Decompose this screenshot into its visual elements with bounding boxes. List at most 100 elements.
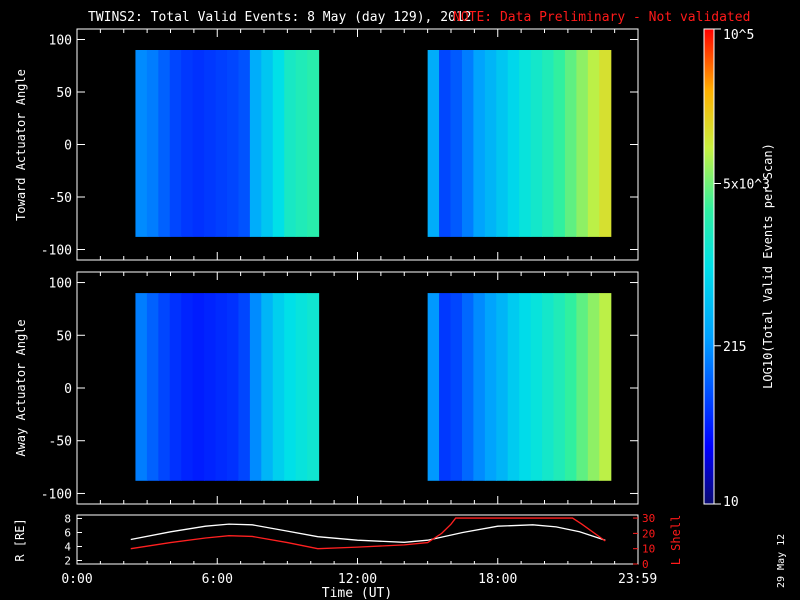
away-heatmap-cell: [238, 293, 251, 481]
away-ytick-label: 0: [64, 382, 72, 397]
colorbar-tick-label: 215: [723, 340, 746, 355]
away-angle-panel: 100 50 0 -50 -100 Away Actuator Angle: [14, 271, 639, 505]
toward-heatmap-cell: [215, 50, 228, 237]
toward-heatmap-cell: [587, 50, 600, 237]
away-heatmap-cell: [450, 293, 463, 481]
toward-heatmap-cell: [307, 50, 320, 237]
toward-heatmap-cell: [553, 50, 566, 237]
r-tick-label: 8: [64, 513, 71, 526]
away-ytick-label: -50: [49, 435, 72, 450]
plot-title: TWINS2: Total Valid Events: 8 May (day 1…: [88, 10, 472, 25]
toward-heatmap-cell: [249, 50, 262, 237]
away-heatmap-blocks: [135, 293, 612, 481]
toward-heatmap-cell: [461, 50, 474, 237]
away-heatmap-cell: [576, 293, 589, 481]
away-ylabel: Away Actuator Angle: [14, 319, 28, 456]
toward-heatmap-cell: [599, 50, 612, 237]
toward-heatmap-cell: [507, 50, 520, 237]
away-heatmap-cell: [284, 293, 297, 481]
toward-ytick-label: 100: [49, 34, 72, 49]
toward-heatmap-cell: [146, 50, 159, 237]
r-series-line: [130, 523, 606, 543]
r-tick-label: 4: [64, 541, 71, 554]
away-heatmap-cell: [295, 293, 308, 481]
lshell-series-line: [130, 517, 606, 550]
colorbar-label: LOG10(Total Valid Events per Scan): [761, 143, 775, 389]
away-heatmap-cell: [507, 293, 520, 481]
toward-heatmap-cell: [473, 50, 486, 237]
lshell-tick-label: 20: [642, 527, 655, 540]
toward-heatmap-cell: [519, 50, 532, 237]
time-tick-label: 18:00: [478, 572, 517, 587]
colorbar-tick-label: 10^5: [723, 28, 754, 43]
toward-ytick-label: -100: [41, 244, 72, 259]
away-heatmap-cell: [587, 293, 600, 481]
toward-heatmap-cell: [238, 50, 251, 237]
toward-heatmap-cell: [542, 50, 555, 237]
away-heatmap-cell: [158, 293, 171, 481]
lshell-tick-label: 0: [642, 558, 649, 571]
away-ytick-label: 50: [56, 329, 72, 344]
toward-heatmap-blocks: [135, 50, 612, 237]
toward-ytick-label: 0: [64, 139, 72, 154]
time-tick-label: 6:00: [202, 572, 233, 587]
toward-heatmap-cell: [450, 50, 463, 237]
away-heatmap-cell: [169, 293, 182, 481]
r-ylabel: R [RE]: [13, 518, 27, 561]
colorbar: 10 215 5x10^3 10^5 LOG10(Total Valid Events…: [703, 28, 775, 510]
away-heatmap-cell: [439, 293, 452, 481]
away-heatmap-cell: [427, 293, 440, 481]
lshell-ylabel: L Shell: [669, 515, 683, 566]
away-ytick-label: -100: [41, 487, 72, 502]
away-heatmap-cell: [461, 293, 474, 481]
away-heatmap-cell: [519, 293, 532, 481]
toward-ytick-label: 50: [56, 86, 72, 101]
away-heatmap-cell: [215, 293, 228, 481]
away-heatmap-cell: [542, 293, 555, 481]
away-heatmap-cell: [496, 293, 509, 481]
away-heatmap-cell: [261, 293, 274, 481]
away-y-ticks: 100 50 0 -50 -100: [41, 272, 639, 504]
away-heatmap-cell: [564, 293, 577, 481]
toward-heatmap-cell: [576, 50, 589, 237]
away-heatmap-cell: [272, 293, 285, 481]
colorbar-gradient: [704, 29, 714, 504]
time-tick-label: 12:00: [338, 572, 377, 587]
toward-heatmap-cell: [272, 50, 285, 237]
lshell-tick-label: 30: [642, 512, 655, 525]
toward-heatmap-cell: [135, 50, 148, 237]
toward-heatmap-cell: [204, 50, 217, 237]
toward-heatmap-cell: [496, 50, 509, 237]
orbit-lines: [130, 517, 606, 550]
toward-y-ticks: 100 50 0 -50 -100: [41, 29, 639, 260]
toward-heatmap-cell: [158, 50, 171, 237]
away-heatmap-cell: [146, 293, 159, 481]
away-heatmap-cell: [249, 293, 262, 481]
toward-heatmap-cell: [192, 50, 205, 237]
toward-heatmap-cell: [439, 50, 452, 237]
toward-heatmap-cell: [530, 50, 543, 237]
toward-heatmap-cell: [169, 50, 182, 237]
preliminary-note: NOTE: Data Preliminary - Not validated: [453, 10, 750, 25]
away-heatmap-cell: [307, 293, 320, 481]
toward-heatmap-cell: [284, 50, 297, 237]
time-axis-ticks: 0:00 6:00 12:00 18:00 23:59: [61, 558, 657, 587]
colorbar-tick-label: 5x10^3: [723, 177, 770, 192]
r-tick-label: 2: [64, 555, 71, 568]
toward-ylabel: Toward Actuator Angle: [14, 69, 28, 221]
toward-heatmap-cell: [484, 50, 497, 237]
time-tick-label: 23:59: [618, 572, 657, 587]
colorbar-tick-label: 10: [723, 495, 739, 510]
away-heatmap-cell: [484, 293, 497, 481]
away-ytick-label: 100: [49, 277, 72, 292]
r-tick-label: 6: [64, 527, 71, 540]
away-heatmap-cell: [473, 293, 486, 481]
away-heatmap-cell: [192, 293, 205, 481]
generated-date: 29 May 12: [776, 534, 787, 588]
time-tick-label: 0:00: [61, 572, 92, 587]
colorbar-frame: [703, 28, 715, 505]
away-heatmap-cell: [599, 293, 612, 481]
